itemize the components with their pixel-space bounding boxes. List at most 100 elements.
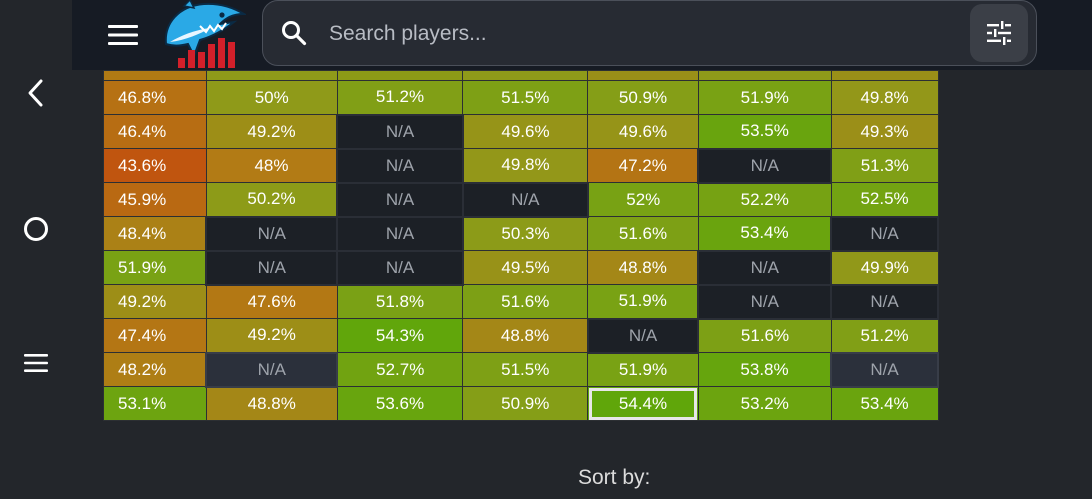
table-cell[interactable]: N/A	[205, 351, 339, 388]
table-cell[interactable]: 49.2%	[205, 114, 338, 149]
table-cell[interactable]: 50.3%	[462, 216, 589, 251]
table-row: 45.9% 50.2% N/A N/A 52% 52.2% 52.5%	[103, 181, 939, 218]
table-cell[interactable]: 49.3%	[830, 114, 939, 149]
table-cell[interactable]: 50.2%	[205, 182, 338, 217]
table-cell[interactable]: N/A	[461, 181, 589, 218]
table-cell[interactable]: 43.6%	[103, 148, 207, 183]
table-row: 53.1% 48.8% 53.6% 50.9% 54.4% 53.2% 53.4%	[103, 386, 939, 421]
table-cell[interactable]: 51.6%	[462, 284, 589, 319]
back-button[interactable]	[14, 71, 58, 115]
table-cell[interactable]: 49.8%	[830, 80, 939, 115]
table-cell[interactable]: 45.9%	[103, 182, 207, 217]
recents-button[interactable]	[14, 341, 58, 385]
table-cell[interactable]: 52.7%	[336, 352, 464, 387]
table-row: 43.6% 48% N/A 49.8% 47.2% N/A 51.3%	[103, 147, 939, 184]
search-bar[interactable]	[262, 0, 1037, 66]
table-cell[interactable]: N/A	[336, 181, 464, 218]
table-cell[interactable]: 51.9%	[587, 284, 699, 319]
table-cell[interactable]: 50.9%	[462, 386, 589, 421]
table-cell[interactable]: 51.3%	[830, 148, 939, 183]
table-cell[interactable]: 47.6%	[205, 284, 338, 319]
chevron-left-icon	[28, 79, 43, 107]
table-cell[interactable]: 53.5%	[697, 114, 832, 149]
table-cell[interactable]: 48.8%	[462, 318, 589, 353]
table-row: 48.4% N/A N/A 50.3% 51.6% 53.4% N/A	[103, 215, 939, 252]
table-cell[interactable]: 49.2%	[205, 318, 338, 353]
table-cell[interactable]: 51.6%	[697, 318, 832, 353]
table-cell[interactable]: N/A	[697, 249, 833, 286]
table-cell[interactable]: 53.1%	[103, 386, 207, 421]
stats-table: 46.8% 50% 51.2% 51.5% 50.9% 51.9% 49.8% 46.4% 49…	[103, 70, 939, 421]
app-logo[interactable]	[160, 0, 248, 70]
table-cell[interactable]: 47.2%	[587, 148, 699, 183]
table-cell[interactable]: 53.6%	[336, 386, 464, 421]
table-cell[interactable]: 51.9%	[697, 80, 832, 115]
table-cell[interactable]: 51.8%	[336, 284, 464, 319]
table-cell[interactable]: 49.2%	[103, 284, 207, 319]
table-cell[interactable]: 51.5%	[462, 352, 589, 387]
table-cell[interactable]: 49.6%	[587, 114, 699, 149]
sliders-icon	[987, 21, 1011, 45]
top-app-bar	[72, 0, 1092, 70]
table-cell[interactable]: 52.5%	[830, 182, 939, 217]
table-row: 47.4% 49.2% 54.3% 48.8% N/A 51.6% 51.2%	[103, 317, 939, 354]
table-cell[interactable]: N/A	[586, 317, 700, 354]
table-cell	[205, 70, 338, 81]
table-row: 48.2% N/A 52.7% 51.5% 51.9% 53.8% N/A	[103, 351, 939, 388]
table-cell[interactable]: N/A	[336, 113, 464, 150]
table-cell	[462, 70, 589, 81]
table-cell[interactable]: N/A	[205, 249, 339, 286]
table-cell[interactable]: 48.2%	[103, 352, 207, 387]
table-cell[interactable]: 48.8%	[587, 250, 699, 285]
table-cell[interactable]: 46.4%	[103, 114, 207, 149]
table-cell[interactable]: 49.6%	[462, 114, 589, 149]
table-cell[interactable]: N/A	[336, 249, 464, 286]
table-cell[interactable]: 51.6%	[587, 216, 699, 251]
table-cell[interactable]: 52%	[587, 182, 699, 217]
table-cell[interactable]: 53.4%	[697, 216, 832, 251]
table-row: 51.9% N/A N/A 49.5% 48.8% N/A 49.9%	[103, 249, 939, 286]
table-cell	[103, 70, 207, 81]
table-cell[interactable]: N/A	[830, 215, 939, 252]
table-row: 46.8% 50% 51.2% 51.5% 50.9% 51.9% 49.8%	[103, 80, 939, 115]
table-cell[interactable]: 51.2%	[830, 318, 939, 353]
table-cell[interactable]: 52.2%	[697, 182, 832, 217]
table-cell[interactable]: N/A	[830, 351, 939, 388]
table-cell[interactable]: 47.4%	[103, 318, 207, 353]
table-cell[interactable]: 54.3%	[336, 318, 464, 353]
table-row-partial	[103, 70, 939, 81]
table-cell[interactable]: N/A	[697, 283, 833, 320]
table-cell[interactable]: 50%	[205, 80, 338, 115]
table-cell[interactable]: N/A	[697, 147, 833, 184]
table-cell[interactable]: N/A	[830, 283, 939, 320]
table-cell[interactable]: 49.9%	[830, 250, 939, 285]
hamburger-icon	[108, 25, 138, 45]
table-cell	[830, 70, 939, 81]
table-cell[interactable]: 46.8%	[103, 80, 207, 115]
table-cell[interactable]: 49.8%	[462, 148, 589, 183]
table-cell[interactable]: 51.5%	[462, 80, 589, 115]
home-button[interactable]	[14, 207, 58, 251]
table-cell[interactable]: 50.9%	[587, 80, 699, 115]
system-nav-rail	[0, 0, 72, 499]
table-cell[interactable]: 53.4%	[830, 386, 939, 421]
table-cell[interactable]: 51.2%	[336, 80, 464, 115]
table-cell[interactable]: 48%	[205, 148, 338, 183]
table-cell	[587, 70, 699, 81]
table-cell[interactable]: 51.9%	[587, 352, 699, 387]
table-row: 49.2% 47.6% 51.8% 51.6% 51.9% N/A N/A	[103, 283, 939, 320]
table-cell[interactable]: 53.8%	[697, 352, 832, 387]
table-cell[interactable]: 51.9%	[103, 250, 207, 285]
table-cell[interactable]: 48.4%	[103, 216, 207, 251]
table-cell[interactable]: 54.4%	[587, 386, 699, 421]
menu-button[interactable]	[102, 14, 144, 56]
filter-button[interactable]	[970, 4, 1028, 62]
search-input[interactable]	[327, 15, 951, 53]
menu-lines-icon	[24, 354, 48, 372]
table-cell[interactable]: N/A	[336, 215, 464, 252]
table-cell[interactable]: 49.5%	[462, 250, 589, 285]
table-cell[interactable]: 48.8%	[205, 386, 338, 421]
table-cell[interactable]: 53.2%	[697, 386, 832, 421]
table-cell[interactable]: N/A	[205, 215, 339, 252]
table-cell[interactable]: N/A	[336, 147, 464, 184]
